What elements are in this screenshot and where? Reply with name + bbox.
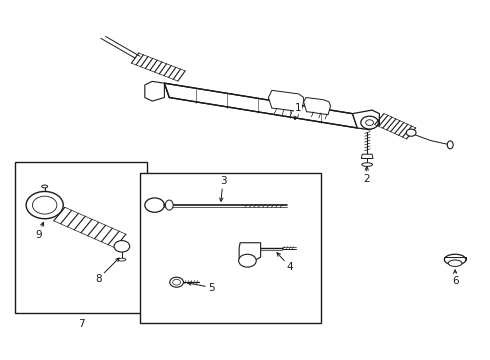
Bar — [15, 162, 147, 313]
Text: 2: 2 — [363, 167, 369, 184]
Ellipse shape — [118, 258, 126, 261]
Text: 8: 8 — [95, 258, 119, 284]
Ellipse shape — [448, 260, 462, 266]
Polygon shape — [304, 98, 331, 115]
Ellipse shape — [165, 200, 173, 210]
Circle shape — [170, 277, 183, 287]
Text: 5: 5 — [188, 282, 215, 293]
Text: 3: 3 — [220, 176, 226, 201]
Circle shape — [406, 129, 416, 136]
Bar — [140, 173, 321, 323]
Ellipse shape — [362, 163, 372, 166]
Circle shape — [172, 279, 180, 285]
Circle shape — [366, 120, 373, 126]
Ellipse shape — [447, 141, 453, 149]
Text: 6: 6 — [452, 270, 459, 286]
Circle shape — [145, 198, 164, 212]
Circle shape — [32, 196, 57, 214]
Polygon shape — [239, 243, 261, 263]
Circle shape — [26, 192, 63, 219]
Text: 7: 7 — [78, 319, 85, 329]
Text: 9: 9 — [35, 222, 44, 239]
Polygon shape — [361, 154, 373, 158]
Polygon shape — [145, 81, 164, 101]
Ellipse shape — [444, 254, 466, 265]
Polygon shape — [164, 83, 357, 128]
Circle shape — [114, 240, 130, 252]
Text: 4: 4 — [277, 253, 293, 272]
Ellipse shape — [42, 185, 48, 188]
Circle shape — [361, 116, 378, 129]
Polygon shape — [352, 110, 379, 130]
Circle shape — [239, 254, 256, 267]
Text: 1: 1 — [294, 103, 301, 120]
Polygon shape — [269, 90, 304, 112]
